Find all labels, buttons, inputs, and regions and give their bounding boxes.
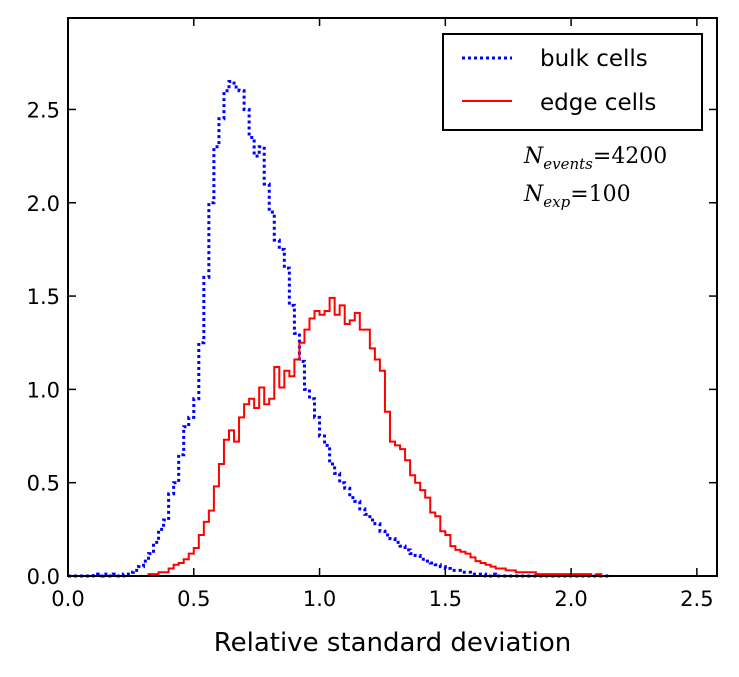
series-bulk-cells-step [68, 79, 612, 578]
x-tick-label: 0.5 [177, 587, 210, 611]
y-tick-label: 0.5 [27, 472, 60, 496]
y-tick-label: 1.0 [27, 378, 60, 402]
x-tick-label: 2.5 [680, 587, 713, 611]
legend-label-edge-cells: edge cells [540, 90, 656, 116]
annotation-n-exp: Nexp=100 [523, 182, 631, 211]
plot-frame [67, 17, 718, 577]
legend-label-bulk-cells: bulk cells [540, 46, 648, 72]
annotation-n-exp-sub: exp [543, 193, 570, 211]
y-tick-label: 0.0 [27, 565, 60, 589]
axis-ticks: 0.0 0.5 1.0 1.5 2.0 2.5 0.0 0.5 1.0 1.5 2.0 2.5 [27, 18, 717, 611]
x-tick-label: 1.0 [303, 587, 336, 611]
annotation-n-events-rel: = [593, 144, 611, 169]
y-tick-label: 1.5 [27, 285, 60, 309]
annotation-n-events-value: 4200 [611, 144, 667, 169]
annotation-n-exp-base: N [523, 182, 544, 207]
annotation-n-exp-rel: = [570, 182, 588, 207]
y-tick-label: 2.5 [27, 98, 60, 122]
annotation-n-events: Nevents=4200 [523, 144, 667, 173]
x-axis-label: Relative standard deviation [214, 628, 572, 658]
legend-box [442, 33, 703, 131]
x-tick-label: 0.0 [51, 587, 84, 611]
annotation-n-exp-value: 100 [589, 182, 631, 207]
y-tick-label: 2.0 [27, 192, 60, 216]
legend: bulk cells edge cells [442, 33, 703, 131]
x-tick-label: 2.0 [554, 587, 587, 611]
annotation-n-events-sub: events [543, 155, 593, 173]
x-tick-label: 1.5 [429, 587, 462, 611]
annotation-n-events-base: N [523, 144, 544, 169]
plot-area [68, 79, 612, 578]
series-edge-cells-step [68, 296, 612, 577]
